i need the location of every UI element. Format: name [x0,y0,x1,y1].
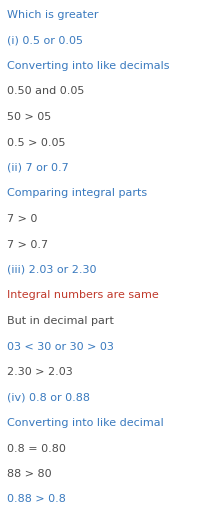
Text: (iii) 2.03 or 2.30: (iii) 2.03 or 2.30 [7,265,97,275]
Text: Converting into like decimal: Converting into like decimal [7,418,164,428]
Text: 0.5 > 0.05: 0.5 > 0.05 [7,138,65,148]
Text: (ii) 7 or 0.7: (ii) 7 or 0.7 [7,163,69,173]
Text: But in decimal part: But in decimal part [7,316,114,326]
Text: 88 > 80: 88 > 80 [7,469,52,479]
Text: Which is greater: Which is greater [7,10,99,20]
Text: 0.50 and 0.05: 0.50 and 0.05 [7,87,84,97]
Text: 7 > 0: 7 > 0 [7,214,37,224]
Text: 50 > 05: 50 > 05 [7,112,51,122]
Text: Comparing integral parts: Comparing integral parts [7,189,147,199]
Text: Converting into like decimals: Converting into like decimals [7,61,170,71]
Text: 0.88 > 0.8: 0.88 > 0.8 [7,494,66,504]
Text: 7 > 0.7: 7 > 0.7 [7,239,48,250]
Text: (iv) 0.8 or 0.88: (iv) 0.8 or 0.88 [7,392,90,402]
Text: 0.8 = 0.80: 0.8 = 0.80 [7,443,66,453]
Text: 03 < 30 or 30 > 03: 03 < 30 or 30 > 03 [7,341,114,352]
Text: (i) 0.5 or 0.05: (i) 0.5 or 0.05 [7,36,83,46]
Text: 2.30 > 2.03: 2.30 > 2.03 [7,367,73,377]
Text: Integral numbers are same: Integral numbers are same [7,290,159,301]
